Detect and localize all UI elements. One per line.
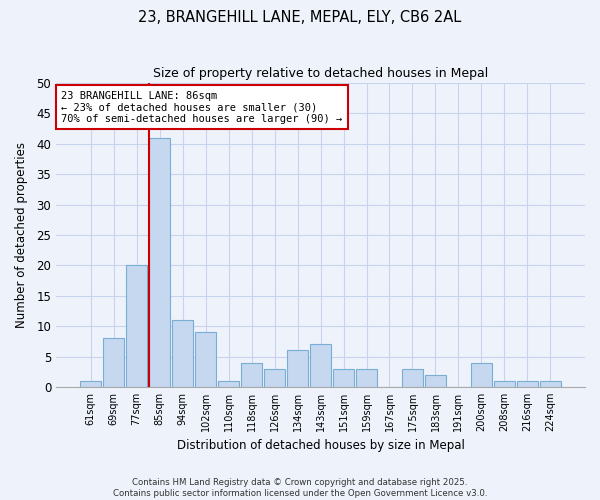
Bar: [333, 368, 354, 387]
Bar: [494, 381, 515, 387]
Bar: [195, 332, 216, 387]
Bar: [241, 362, 262, 387]
Bar: [471, 362, 492, 387]
Text: 23, BRANGEHILL LANE, MEPAL, ELY, CB6 2AL: 23, BRANGEHILL LANE, MEPAL, ELY, CB6 2AL: [139, 10, 461, 25]
Bar: [540, 381, 561, 387]
Bar: [402, 368, 423, 387]
Bar: [264, 368, 285, 387]
Bar: [172, 320, 193, 387]
Bar: [103, 338, 124, 387]
Y-axis label: Number of detached properties: Number of detached properties: [15, 142, 28, 328]
Bar: [287, 350, 308, 387]
Bar: [517, 381, 538, 387]
Bar: [80, 381, 101, 387]
Text: 23 BRANGEHILL LANE: 86sqm
← 23% of detached houses are smaller (30)
70% of semi-: 23 BRANGEHILL LANE: 86sqm ← 23% of detac…: [61, 90, 343, 124]
Bar: [149, 138, 170, 387]
X-axis label: Distribution of detached houses by size in Mepal: Distribution of detached houses by size …: [176, 440, 464, 452]
Bar: [356, 368, 377, 387]
Bar: [310, 344, 331, 387]
Bar: [126, 266, 147, 387]
Bar: [425, 375, 446, 387]
Text: Contains HM Land Registry data © Crown copyright and database right 2025.
Contai: Contains HM Land Registry data © Crown c…: [113, 478, 487, 498]
Title: Size of property relative to detached houses in Mepal: Size of property relative to detached ho…: [153, 68, 488, 80]
Bar: [218, 381, 239, 387]
